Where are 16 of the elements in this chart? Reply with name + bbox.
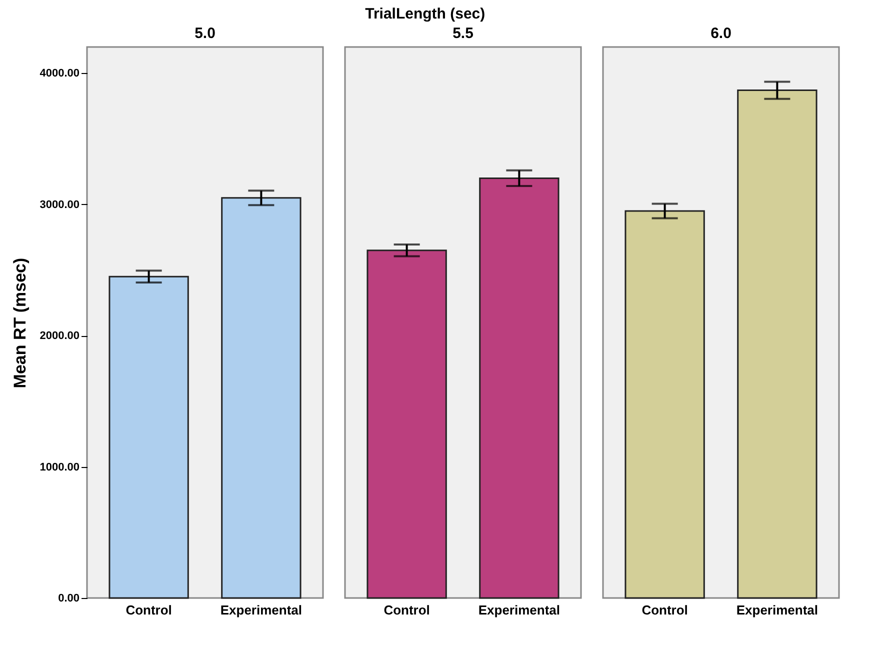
chart-title: 5.0 xyxy=(194,25,216,42)
chart-title: 6.0 xyxy=(710,25,732,42)
chart-title: 5.5 xyxy=(452,25,474,42)
x-tick-label: Experimental xyxy=(220,602,302,618)
x-tick-label: Control xyxy=(126,602,172,618)
x-tick-label: Control xyxy=(642,602,688,618)
x-tick-label: Experimental xyxy=(736,602,818,618)
y-tick-label: 0.00 xyxy=(58,592,80,604)
text: TrialLength (sec) xyxy=(365,5,486,22)
y-tick-label: 4000.00 xyxy=(40,68,80,80)
y-tick-label: 2000.00 xyxy=(40,330,80,342)
y-tick-label: 1000.00 xyxy=(40,461,80,474)
x-tick-label: Experimental xyxy=(478,602,560,618)
x-tick-label: Control xyxy=(384,602,430,618)
y-tick-label: 3000.00 xyxy=(40,198,80,211)
y-axis-title: Mean RT (msec) xyxy=(10,258,30,388)
